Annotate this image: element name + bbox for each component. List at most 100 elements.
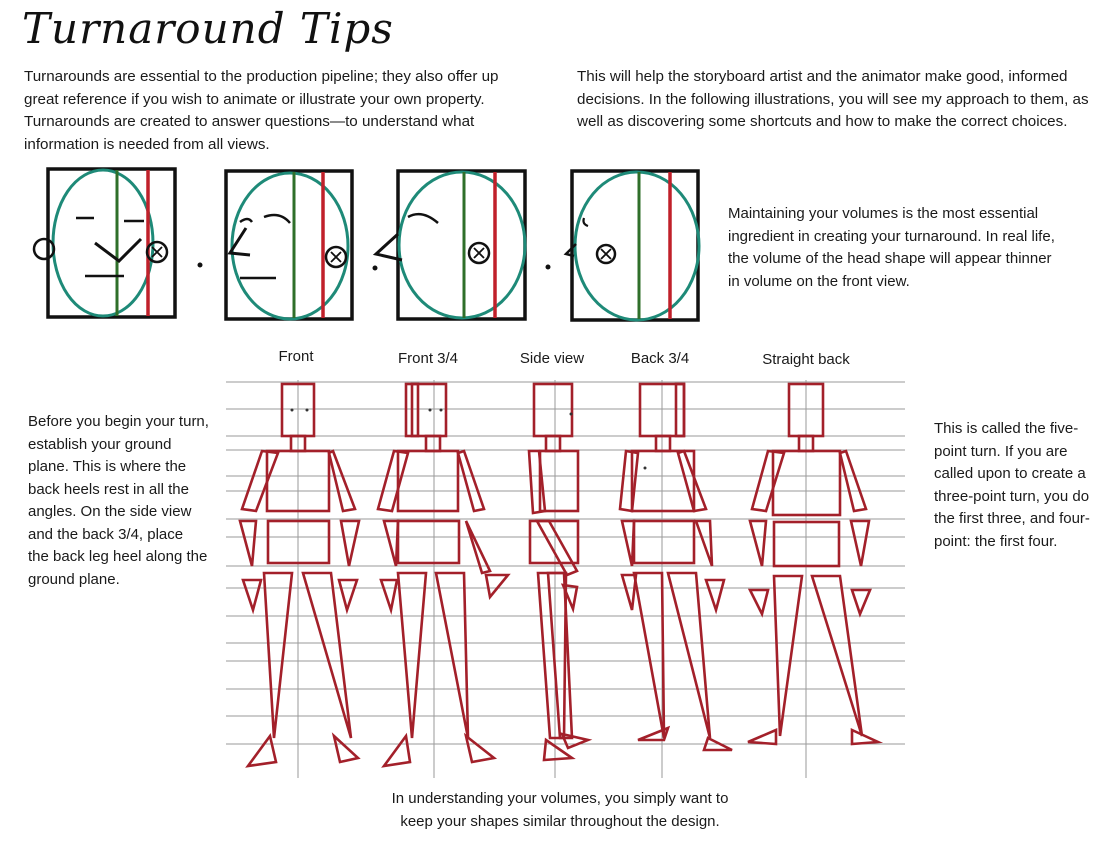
figure-head-side bbox=[410, 382, 420, 438]
text-line: ground plane. bbox=[28, 570, 120, 588]
figure-foot bbox=[331, 732, 361, 764]
figure-hand bbox=[337, 578, 359, 615]
figure-forearm bbox=[694, 519, 714, 567]
figure-arm bbox=[750, 449, 786, 513]
figure-forearm bbox=[534, 519, 579, 577]
figure-hand bbox=[850, 588, 872, 618]
figure-head bbox=[280, 382, 316, 438]
text-line: the back leg heel along the bbox=[28, 548, 208, 565]
figure-leg bbox=[666, 571, 712, 739]
text-line: This will help the storyboard artist and… bbox=[577, 68, 1068, 85]
figure-head-side bbox=[674, 382, 686, 438]
figure-leg bbox=[536, 571, 568, 740]
text-line: great reference if you wish to animate o… bbox=[24, 90, 485, 108]
text-line: In understanding your volumes, you simpl… bbox=[391, 790, 729, 807]
view-label-back-three-quarter: Back 3/4 bbox=[630, 350, 690, 367]
figure-leg bbox=[262, 571, 294, 739]
figure-chest bbox=[630, 449, 696, 513]
figure-arm bbox=[327, 449, 357, 513]
text-line: This is called the five- bbox=[934, 420, 1079, 437]
text-line: point turn. If you are bbox=[934, 442, 1068, 460]
figure-eye bbox=[439, 408, 443, 412]
figure-head bbox=[638, 382, 686, 438]
figure-leg bbox=[546, 571, 574, 740]
bottom-note: In understanding your volumes, you simpl… bbox=[340, 788, 780, 833]
text-line: establish your ground bbox=[28, 435, 172, 453]
text-line: point: the first four. bbox=[934, 532, 1058, 550]
view-label-front: Front bbox=[278, 348, 314, 365]
figure-foot bbox=[245, 732, 278, 768]
figure-neck bbox=[289, 434, 307, 453]
figure-leg bbox=[396, 571, 428, 739]
figure-neck bbox=[797, 434, 815, 453]
figure-foot bbox=[637, 725, 671, 742]
figure-arm bbox=[376, 449, 410, 513]
text-line: angles. On the side view bbox=[28, 503, 192, 520]
figure-pelvis bbox=[266, 519, 331, 565]
text-line: information is needed from all views. bbox=[24, 135, 270, 153]
figure-hand bbox=[379, 578, 399, 616]
figure-arm bbox=[676, 449, 708, 513]
view-label-side: Side view bbox=[519, 350, 585, 367]
figure-foot bbox=[463, 732, 498, 764]
page-title: Turnaround Tips bbox=[22, 4, 394, 53]
figure-chest bbox=[538, 449, 580, 513]
figure-arm bbox=[240, 449, 280, 513]
figure-forearm bbox=[464, 520, 492, 575]
figure-leg bbox=[434, 571, 470, 739]
figure-arm bbox=[527, 449, 547, 515]
text-line: Before you begin your turn, bbox=[28, 413, 209, 430]
figure-forearm bbox=[339, 519, 361, 567]
figure-hand bbox=[747, 588, 770, 618]
text-line: decisions. In the following illustration… bbox=[577, 90, 1089, 108]
ground-plane-note: Before you begin your turn, establish yo… bbox=[28, 411, 228, 591]
figure-arm bbox=[838, 449, 868, 513]
figure-chest bbox=[265, 449, 331, 513]
figure-leg bbox=[772, 574, 804, 737]
text-line: called upon to create a bbox=[934, 465, 1086, 482]
figure-neck bbox=[544, 434, 562, 453]
figure-eye bbox=[305, 408, 309, 412]
figure-eye bbox=[569, 412, 573, 416]
five-point-note: This is called the five- point turn. If … bbox=[934, 418, 1112, 553]
figure-chest bbox=[771, 449, 842, 517]
figure-forearm bbox=[620, 519, 636, 567]
figure-foot bbox=[850, 727, 884, 746]
figure-foot bbox=[702, 736, 733, 752]
figure-hand bbox=[560, 583, 579, 614]
figure-foot bbox=[542, 737, 576, 762]
figure-head bbox=[532, 382, 574, 438]
figure-mark bbox=[643, 466, 647, 470]
text-line: three-point turn, you do bbox=[934, 487, 1090, 505]
volumes-note: Maintaining your volumes is the most ess… bbox=[728, 203, 1108, 293]
figure-hand bbox=[620, 573, 638, 611]
head-back-three-quarter bbox=[563, 169, 701, 322]
figure-forearm bbox=[238, 519, 258, 567]
figure-leg bbox=[632, 571, 666, 739]
figure-hand bbox=[484, 573, 511, 601]
figure-head bbox=[404, 382, 448, 438]
text-line: back heels rest in all the bbox=[28, 480, 189, 498]
head-front-three-quarter bbox=[224, 169, 354, 321]
figure-pelvis bbox=[632, 519, 696, 565]
text-line: Maintaining your volumes is the most ess… bbox=[728, 205, 1039, 222]
figure-leg bbox=[810, 574, 864, 737]
figure-chest bbox=[396, 449, 460, 513]
figure-pelvis bbox=[528, 519, 580, 565]
text-line: keep your shapes similar throughout the … bbox=[400, 812, 720, 830]
figure-forearm bbox=[849, 519, 871, 567]
figure-neck bbox=[654, 434, 672, 453]
text-line: and the back 3/4, place bbox=[28, 525, 184, 543]
figure-arm bbox=[456, 449, 486, 513]
figure-foot bbox=[747, 728, 778, 746]
intro-right-paragraph: This will help the storyboard artist and… bbox=[577, 66, 1102, 134]
figure-hand bbox=[241, 578, 263, 615]
intro-left-paragraph: Turnarounds are essential to the product… bbox=[24, 66, 544, 156]
figure-forearm bbox=[748, 519, 768, 567]
view-label-straight-back: Straight back bbox=[762, 351, 850, 368]
text-line: plane. This is where the bbox=[28, 458, 187, 475]
figure-eye bbox=[428, 408, 432, 412]
figure-forearm bbox=[382, 519, 400, 567]
figure-arm bbox=[618, 449, 640, 513]
figure-hand bbox=[704, 578, 726, 615]
